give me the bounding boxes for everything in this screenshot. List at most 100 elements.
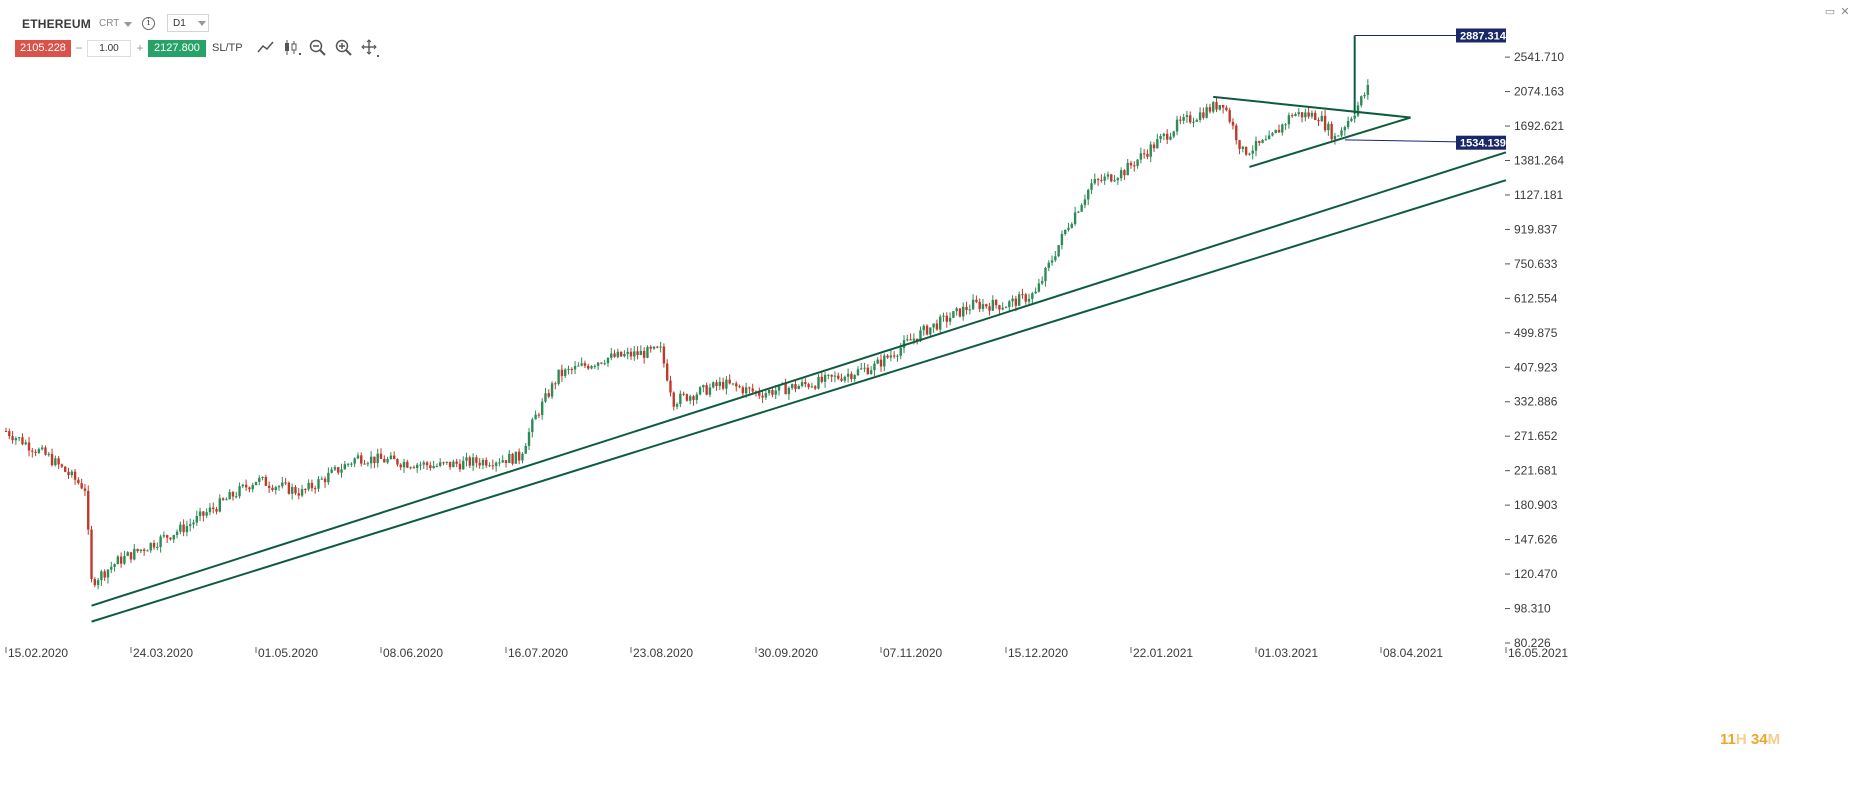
candle-body [587, 365, 590, 369]
sell-button[interactable]: 2105.228 [15, 40, 71, 57]
candle-body [978, 301, 981, 309]
candle-body [327, 472, 330, 483]
symbol-name[interactable]: ETHEREUM [22, 17, 91, 31]
price-tag [1456, 135, 1506, 150]
candle-body [294, 487, 297, 494]
sltp-button[interactable]: SL/TP [212, 42, 243, 54]
price-tag-label: 1534.139 [1460, 138, 1506, 150]
candle-body [1037, 283, 1041, 292]
candle-body [238, 486, 241, 497]
candle-body [116, 556, 120, 565]
candlestick-icon[interactable] [282, 38, 302, 58]
candle-body [988, 306, 991, 311]
candle-body [412, 467, 416, 469]
candle-body [1027, 298, 1031, 302]
candle-body [57, 458, 60, 465]
candle-body [34, 451, 37, 453]
candle-body [399, 464, 402, 468]
candle-body [771, 389, 774, 395]
zoom-in-icon[interactable] [334, 38, 354, 58]
candle-body [1067, 227, 1070, 230]
candle-body [929, 327, 932, 335]
chevron-down-icon[interactable] [124, 22, 132, 27]
candle-body [228, 492, 231, 500]
candle-body [909, 339, 912, 341]
candle-body [80, 483, 83, 489]
quantity-increase-button[interactable]: + [136, 41, 144, 55]
candle-body [363, 463, 366, 465]
candle-body [537, 414, 541, 416]
candle-body [103, 571, 106, 578]
candle-body [820, 376, 823, 382]
candle-body [557, 369, 560, 384]
candle-body [1110, 174, 1113, 182]
candle-body [1087, 189, 1090, 200]
candle-body [1083, 199, 1087, 206]
info-icon[interactable]: i [142, 17, 155, 30]
candle-body [705, 385, 708, 395]
candle-body [1113, 180, 1116, 182]
candle-body [1159, 135, 1162, 140]
candle-body [1040, 281, 1044, 284]
candle-body [879, 359, 883, 367]
zoom-out-icon[interactable] [308, 38, 328, 58]
price-tags-layer: 2887.314 1534.139 [1456, 28, 1507, 150]
candle-body [485, 459, 488, 466]
candle-body [455, 461, 458, 464]
candle-body [1054, 256, 1057, 261]
candle-body [67, 471, 70, 476]
candle-body [1100, 179, 1103, 181]
move-icon[interactable] [360, 38, 380, 58]
x-tick-label: 15.02.2020 [8, 646, 68, 660]
candle-body [491, 465, 495, 467]
candle-body [1146, 153, 1149, 157]
candle-body [142, 549, 146, 551]
candle-body [1192, 121, 1195, 123]
candle-body [195, 515, 198, 523]
quantity-decrease-button[interactable]: − [75, 41, 83, 55]
candle-body [304, 489, 307, 491]
candle-body [70, 471, 73, 476]
candle-body [1248, 153, 1251, 155]
candle-body [373, 456, 376, 464]
candle-body [1031, 293, 1034, 299]
candle-body [534, 414, 537, 420]
candle-body [468, 457, 472, 466]
minimize-icon[interactable]: ▭ [1824, 6, 1836, 18]
chevron-down-icon [198, 21, 206, 26]
line-chart-icon[interactable] [256, 38, 276, 58]
candle-body [932, 323, 935, 328]
x-tick-label: 15.12.2020 [1008, 646, 1068, 660]
candle-body [764, 393, 768, 398]
y-tick-label: 120.470 [1514, 567, 1558, 581]
timeframe-select[interactable]: D1 [167, 14, 209, 32]
candle-body [610, 353, 613, 358]
candle-body [939, 316, 942, 330]
quantity-input[interactable]: 1.00 [87, 40, 131, 57]
candle-body [767, 389, 771, 394]
candle-body [471, 457, 475, 466]
candle-body [284, 482, 287, 484]
y-tick-label: 612.554 [1514, 291, 1558, 305]
candle-body [1198, 112, 1202, 121]
candle-body [156, 546, 159, 548]
candle-body [1162, 133, 1166, 136]
candle-body [925, 325, 929, 335]
close-icon[interactable]: ✕ [1840, 6, 1850, 18]
candle-body [856, 369, 860, 376]
candle-body [261, 476, 264, 478]
candle-body [886, 355, 889, 358]
candle-body [547, 393, 550, 397]
buy-button[interactable]: 2127.800 [148, 40, 206, 57]
candle-body [432, 466, 435, 469]
candle-body [718, 381, 722, 386]
candle-body [892, 355, 896, 357]
y-tick-label: 98.310 [1514, 602, 1551, 616]
candle-body [619, 351, 623, 357]
candle-body [343, 464, 347, 470]
trendline-channel-upper [91, 151, 1507, 607]
trendline-channel-lower [91, 179, 1507, 623]
candle-body [1323, 115, 1327, 131]
y-tick-label: 1692.621 [1514, 119, 1564, 133]
